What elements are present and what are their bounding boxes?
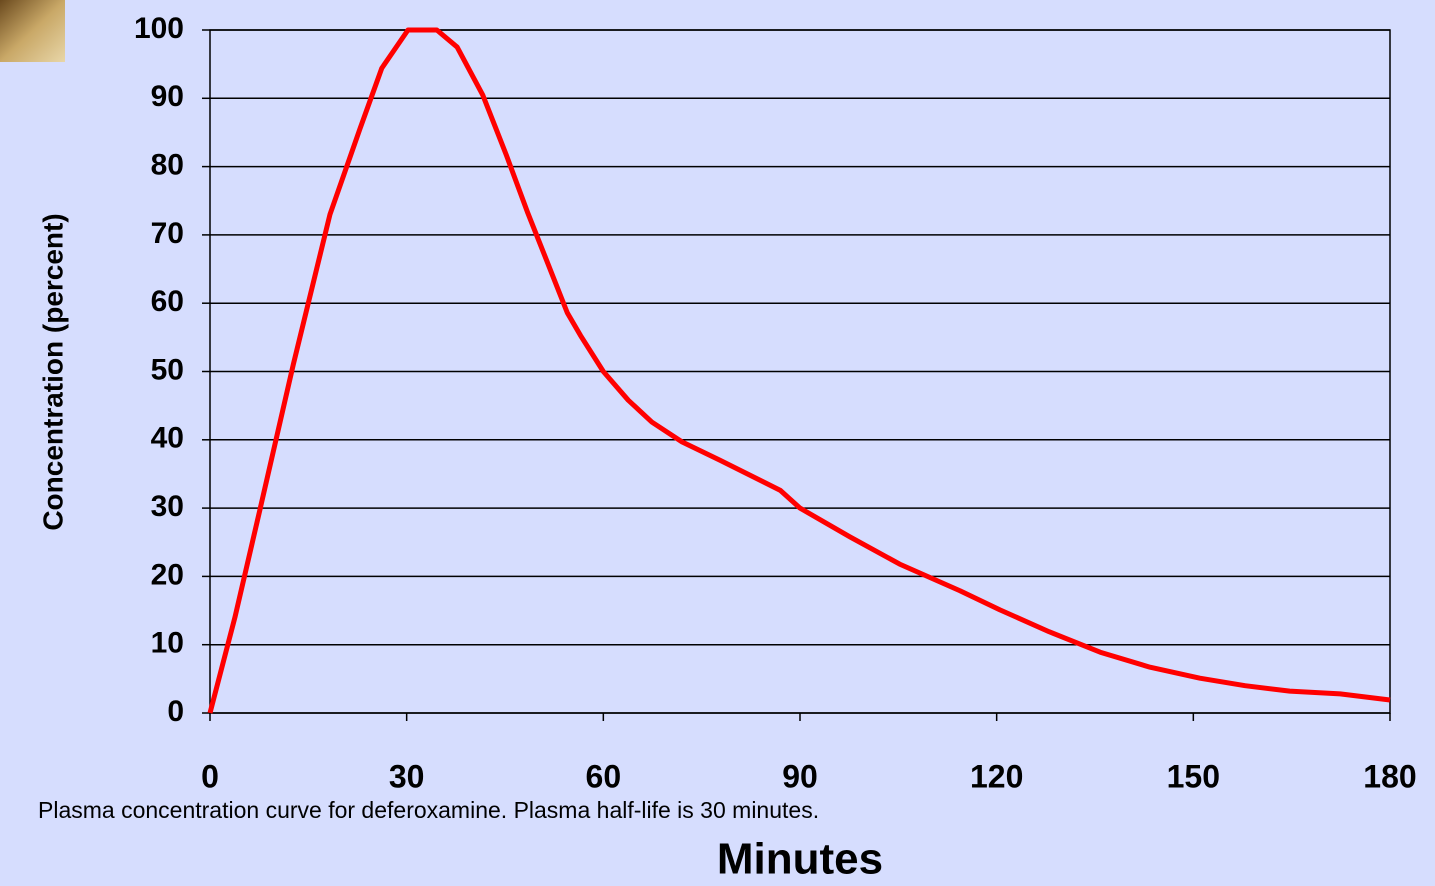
- x-tick-label: 150: [1167, 758, 1220, 794]
- y-axis-label: Concentration (percent): [37, 213, 68, 530]
- y-tick-label: 60: [151, 285, 184, 318]
- x-tick-label: 60: [586, 758, 622, 794]
- data-line: [207, 27, 1391, 714]
- y-tick-label: 0: [167, 695, 184, 728]
- x-tick-label: 0: [201, 758, 219, 794]
- y-tick-label: 30: [151, 490, 184, 523]
- x-tick-label: 120: [970, 758, 1023, 794]
- y-tick-label: 100: [134, 12, 184, 45]
- y-tick-label: 10: [151, 627, 184, 660]
- y-tick-label: 40: [151, 422, 184, 455]
- photo-fragment: [0, 0, 65, 62]
- x-tick-label: 30: [389, 758, 425, 794]
- y-tick-label: 90: [151, 80, 184, 113]
- caption: Plasma concentration curve for deferoxam…: [38, 797, 819, 823]
- y-tick-label: 80: [151, 149, 184, 182]
- x-tick-label: 90: [782, 758, 818, 794]
- y-tick-label: 20: [151, 558, 184, 591]
- y-tick-label: 50: [151, 353, 184, 386]
- plot-area: 0 10 20 30 40 50 60 70 80 90 100 0 30 60 90 120 150 180: [134, 12, 1417, 795]
- y-tick-label: 70: [151, 217, 184, 250]
- x-axis-label: Minutes: [717, 835, 883, 884]
- x-tick-label: 180: [1363, 758, 1416, 794]
